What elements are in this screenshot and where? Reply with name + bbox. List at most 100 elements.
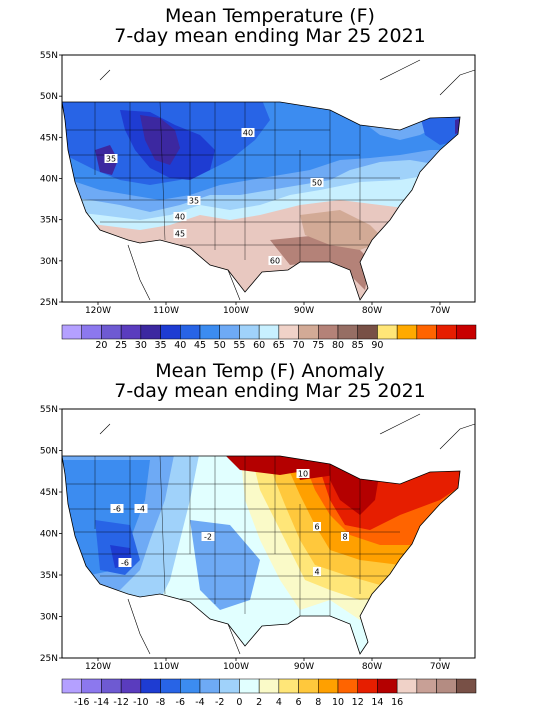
contour-label-bg	[313, 522, 321, 531]
bottom-map-subtitle: 7-day mean ending Mar 25 2021	[114, 380, 426, 402]
bottom-contour-labels: -6 -4 -2 -6 10 6 8 4	[110, 469, 349, 577]
colorbar-label: 70	[293, 340, 305, 351]
lon-label: 110W	[153, 662, 179, 672]
lon-label: 80W	[362, 306, 382, 316]
bottom-map: 55N 50N 45N 40N 35N 30N 25N 120W 110W 100W 90W 80W…	[40, 405, 477, 708]
colorbar-label: 65	[273, 340, 285, 351]
colorbar-swatch	[239, 324, 260, 340]
contour-label-bg	[118, 558, 132, 567]
colorbar-swatch	[81, 678, 102, 694]
contour-label-bg	[187, 196, 201, 205]
colorbar-label: 0	[236, 697, 242, 708]
top-map-title: Mean Temperature (F)	[165, 5, 375, 27]
lat-label: 40N	[40, 530, 58, 540]
contour-label: 8	[342, 533, 347, 542]
colorbar-swatch	[377, 324, 398, 340]
colorbar-label: 55	[233, 340, 245, 351]
colorbar-label: 40	[174, 340, 186, 351]
colorbar-label: 75	[312, 340, 324, 351]
colorbar-label: -12	[113, 697, 129, 708]
colorbar-label: 85	[352, 340, 364, 351]
contour-label: 35	[106, 155, 116, 164]
colorbar-label: 2	[256, 697, 262, 708]
colorbar-label: 14	[371, 697, 383, 708]
colorbar-swatch	[160, 324, 181, 340]
colorbar-label: 16	[391, 697, 403, 708]
colorbar-label: 12	[352, 697, 364, 708]
contour-label-bg	[296, 469, 310, 478]
colorbar-swatch	[396, 678, 418, 694]
colorbar-label: 20	[95, 340, 107, 351]
contour-label-bg	[310, 178, 324, 187]
contour-label: 35	[189, 197, 199, 206]
colorbar-swatch	[101, 678, 122, 694]
lat-label: 25N	[40, 298, 58, 308]
lon-label: 90W	[294, 306, 314, 316]
colorbar-label: 10	[332, 697, 344, 708]
bottom-lon-labels: 120W 110W 100W 90W 80W 70W	[85, 658, 450, 672]
lon-label: 100W	[223, 662, 249, 672]
colorbar-label: 4	[276, 697, 282, 708]
lon-label: 120W	[85, 662, 111, 672]
colorbar-swatch	[318, 678, 339, 694]
colorbar-label: -8	[156, 697, 165, 708]
top-state-lines	[62, 102, 410, 262]
contour-label: -6	[113, 505, 121, 514]
top-lat-labels: 55N 50N 45N 40N 35N 30N 25N	[40, 51, 62, 308]
bottom-neighbor-outlines	[99, 413, 476, 655]
colorbar-label: 30	[135, 340, 147, 351]
colorbar-swatch	[61, 324, 82, 340]
lat-label: 45N	[40, 488, 58, 498]
colorbar-swatch	[298, 678, 319, 694]
colorbar-swatch	[120, 324, 142, 340]
colorbar-swatch	[377, 678, 398, 694]
contour-label-bg	[341, 532, 349, 541]
lat-label: 45N	[40, 133, 58, 143]
colorbar-swatch	[61, 678, 82, 694]
colorbar-label: -2	[215, 697, 224, 708]
colorbar-swatch	[219, 678, 240, 694]
colorbar-swatch	[199, 678, 220, 694]
lon-label: 100W	[223, 306, 249, 316]
lon-label: 110W	[153, 306, 179, 316]
lon-label: 90W	[294, 662, 314, 672]
colorbar-swatch	[199, 324, 220, 340]
colorbar-label: 60	[253, 340, 265, 351]
contour-label: -6	[121, 559, 129, 568]
lat-label: 50N	[40, 92, 58, 102]
contour-label-bg	[201, 532, 215, 541]
colorbar-swatch	[436, 678, 457, 694]
lat-label: 55N	[40, 405, 58, 415]
contour-label-bg	[173, 229, 187, 238]
lat-label: 55N	[40, 51, 58, 61]
colorbar-swatch	[416, 678, 437, 694]
colorbar-swatch	[81, 324, 102, 340]
contour-label: 50	[312, 179, 322, 188]
colorbar-swatch	[219, 324, 240, 340]
contour-label: 40	[243, 129, 253, 138]
lon-label: 70W	[430, 662, 450, 672]
contour-label-bg	[134, 504, 148, 513]
colorbar-swatch	[180, 324, 201, 340]
colorbar-label: -6	[176, 697, 185, 708]
top-map-subtitle: 7-day mean ending Mar 25 2021	[114, 25, 426, 47]
colorbar-swatch	[298, 324, 319, 340]
lat-label: 25N	[40, 654, 58, 664]
contour-label: 10	[298, 470, 308, 479]
lat-label: 35N	[40, 571, 58, 581]
colorbar-swatch	[120, 678, 142, 694]
colorbar-swatch	[278, 324, 299, 340]
contour-label: 6	[314, 523, 319, 532]
colorbar-label: -4	[195, 697, 204, 708]
lat-label: 50N	[40, 447, 58, 457]
contour-label-bg	[110, 504, 124, 513]
lat-label: 35N	[40, 216, 58, 226]
colorbar-swatch	[318, 324, 339, 340]
colorbar-swatch	[456, 678, 477, 694]
contour-label-bg	[104, 154, 118, 163]
contour-label: 45	[175, 230, 185, 239]
contour-label: -4	[137, 505, 145, 514]
colorbar-swatch	[160, 678, 181, 694]
top-colorbar: 20 25 30 35 40 45 50 55 60 65 70 75 80 85 90	[61, 324, 477, 351]
